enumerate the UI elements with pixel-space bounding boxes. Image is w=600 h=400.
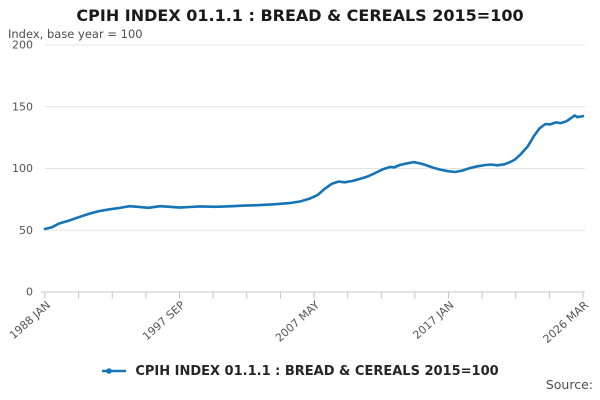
y-tick-label: 0 bbox=[26, 286, 33, 299]
y-tick-label: 150 bbox=[12, 100, 33, 113]
y-tick-label: 200 bbox=[12, 39, 33, 52]
x-tick-label: 2007 MAY bbox=[273, 298, 322, 344]
x-tick-label: 2017 JAN bbox=[410, 299, 456, 342]
source-label: Source: bbox=[545, 377, 593, 392]
x-tick-label: 1988 JAN bbox=[7, 299, 53, 342]
y-tick-label: 50 bbox=[19, 224, 33, 237]
legend-item[interactable]: CPIH INDEX 01.1.1 : BREAD & CEREALS 2015… bbox=[0, 362, 600, 380]
x-tick-label: 2026 MAR bbox=[541, 298, 592, 345]
chart-title: CPIH INDEX 01.1.1 : BREAD & CEREALS 2015… bbox=[76, 6, 524, 25]
chart-subtitle: Index, base year = 100 bbox=[8, 27, 143, 41]
legend-line-icon bbox=[102, 368, 127, 374]
y-tick-label: 100 bbox=[12, 162, 33, 175]
legend-label: CPIH INDEX 01.1.1 : BREAD & CEREALS 2015… bbox=[135, 363, 499, 379]
series-line[interactable] bbox=[43, 114, 585, 231]
x-tick-label: 1997 SEP bbox=[140, 298, 188, 343]
